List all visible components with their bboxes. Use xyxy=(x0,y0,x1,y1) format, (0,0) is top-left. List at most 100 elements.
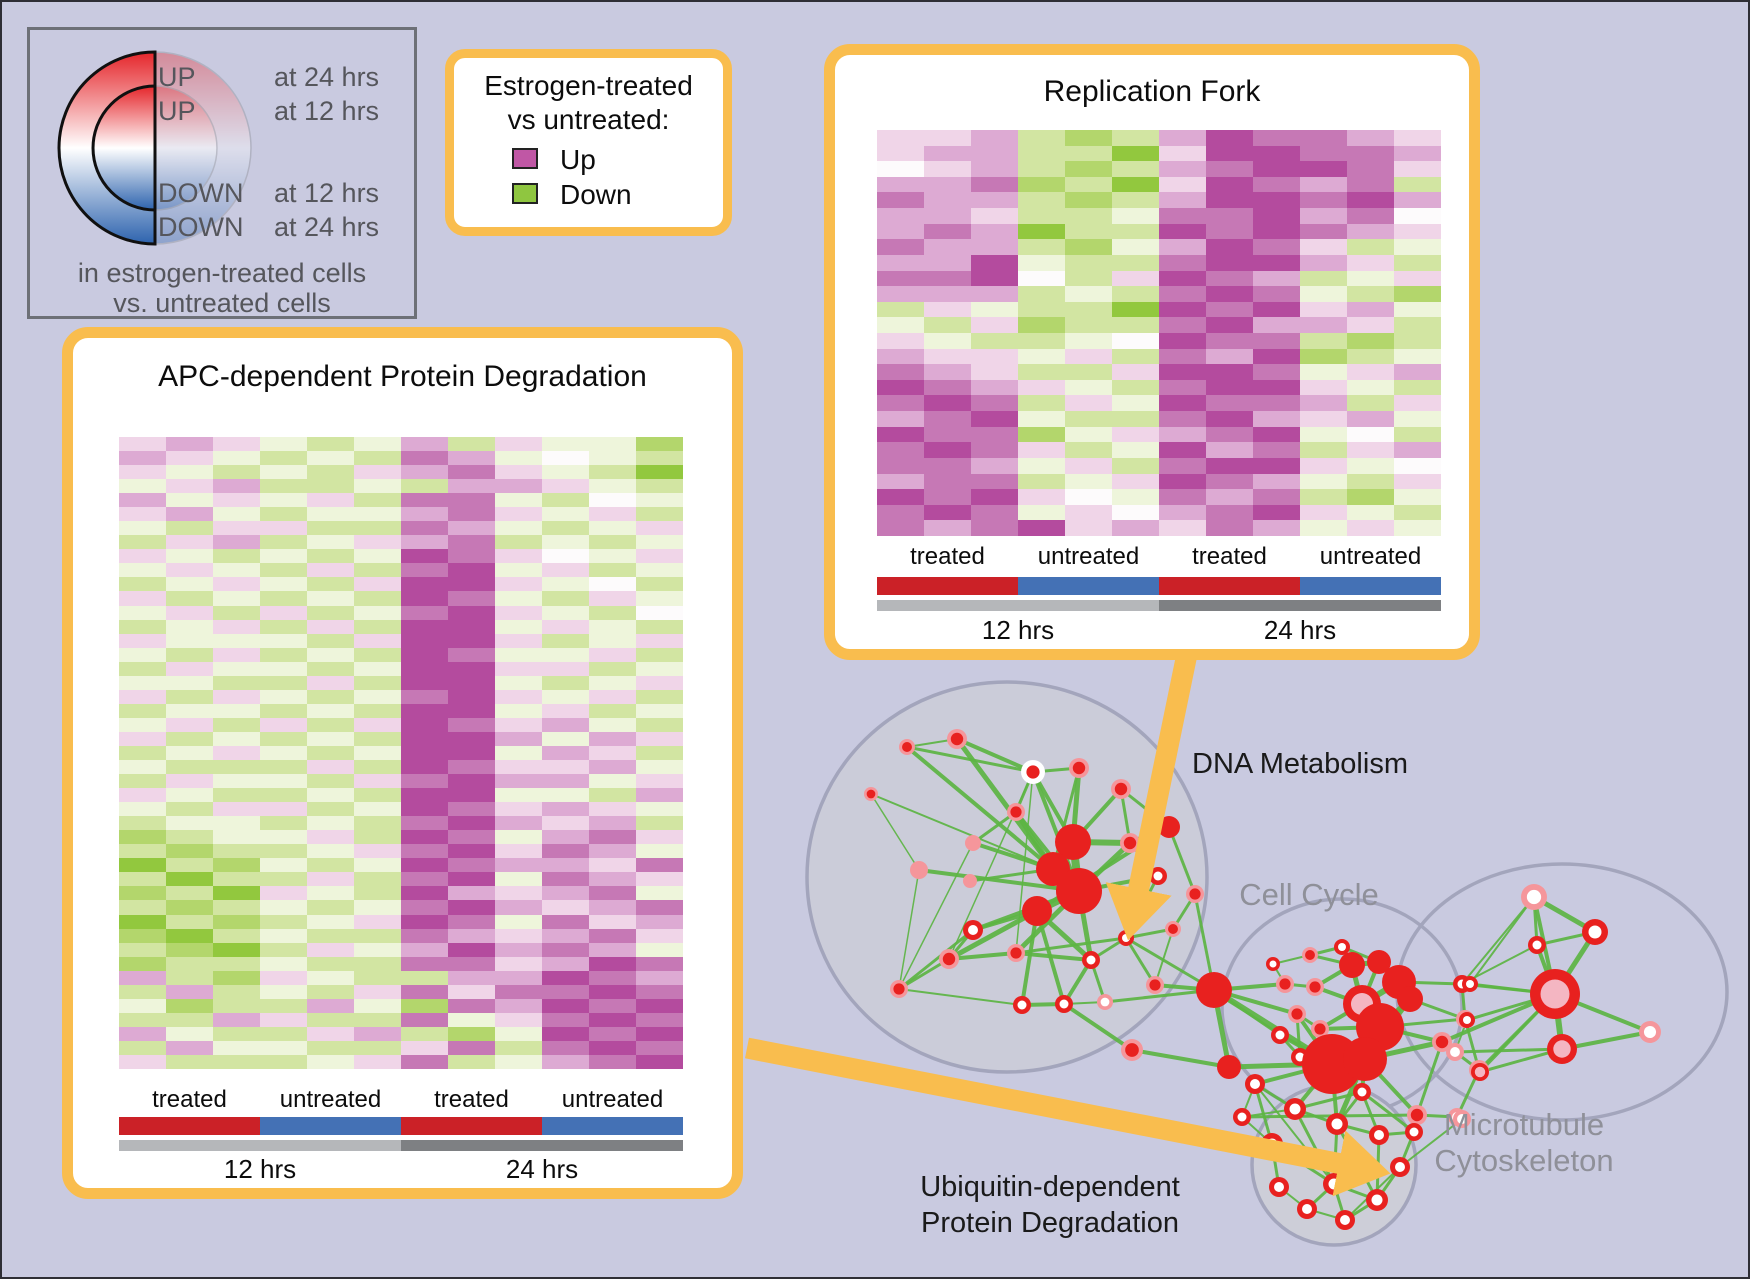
heatmap-cell xyxy=(1253,286,1300,302)
heatmap-cell xyxy=(307,661,354,676)
heatmap-cell xyxy=(589,802,636,817)
heatmap-cell xyxy=(1206,130,1253,146)
heatmap-cell xyxy=(1253,395,1300,412)
heatmap-cell xyxy=(307,858,354,873)
network-node-core xyxy=(893,983,905,995)
heatmap-cell xyxy=(495,984,542,999)
heatmap-cell xyxy=(542,1012,589,1027)
heatmap-cell xyxy=(166,563,213,578)
heatmap-cell xyxy=(119,675,166,690)
heatmap-cell xyxy=(213,563,260,578)
heatmap-cell xyxy=(448,437,495,452)
heatmap-cell xyxy=(1018,145,1065,162)
treatment-bars xyxy=(119,1117,683,1135)
heatmap-cell xyxy=(589,942,636,957)
heatmap-cell xyxy=(924,192,971,209)
heatmap-cell xyxy=(1018,379,1065,396)
heatmap-cell xyxy=(448,633,495,648)
treatment-bar xyxy=(119,1117,260,1135)
heatmap-cell xyxy=(877,301,924,318)
heatmap-cell xyxy=(1300,223,1347,240)
heatmap-cell xyxy=(401,872,448,887)
heatmap-cell xyxy=(924,442,971,458)
heatmap-cell xyxy=(213,872,260,887)
heatmap-cell xyxy=(401,970,448,985)
heatmap-cell xyxy=(166,830,213,845)
heatmap-cell xyxy=(119,1054,166,1069)
heatmap-cell xyxy=(542,886,589,901)
network-edge xyxy=(1461,896,1535,985)
heatmap-cell xyxy=(877,442,924,458)
heatmap-cell xyxy=(448,1026,495,1041)
heatmap-cell xyxy=(495,591,542,606)
heatmap-cell xyxy=(1347,504,1394,521)
heatmap-cell xyxy=(1347,270,1394,287)
heatmap-cell xyxy=(1206,239,1253,255)
heatmap-cell xyxy=(119,816,166,831)
heatmap-cell xyxy=(119,605,166,620)
heatmap-cell xyxy=(213,731,260,746)
heatmap-cell xyxy=(1159,176,1206,193)
heatmap-cell xyxy=(354,591,401,606)
heatmap-cell xyxy=(877,176,924,193)
heatmap-cell xyxy=(260,605,307,620)
heatmap-cell xyxy=(307,717,354,732)
network-edge xyxy=(1051,767,1081,870)
heatmap-cell xyxy=(307,647,354,662)
heatmap-cell xyxy=(448,507,495,522)
heatmap-cell xyxy=(542,577,589,592)
network-node xyxy=(1397,986,1423,1012)
heatmap-cell xyxy=(589,914,636,929)
heatmap-cell xyxy=(260,507,307,522)
heatmap-cell xyxy=(1065,270,1112,287)
heatmap-cell xyxy=(1253,520,1300,536)
heatmap-cell xyxy=(1253,239,1300,255)
heatmap-cell xyxy=(924,504,971,521)
heatmap-cell xyxy=(636,872,683,887)
heatmap-cell xyxy=(1347,254,1394,271)
heatmap-cell xyxy=(354,535,401,550)
column-group-label: untreated xyxy=(1319,543,1422,570)
heatmap-cell xyxy=(495,872,542,887)
heatmap-cell xyxy=(542,549,589,564)
heatmap-cell xyxy=(1300,254,1347,271)
network-node xyxy=(1055,824,1091,860)
heatmap-cell xyxy=(495,956,542,971)
heatmap-cell xyxy=(495,788,542,803)
network-node-core xyxy=(1295,1052,1305,1062)
column-group-label: untreated xyxy=(561,1086,664,1113)
heatmap-cell xyxy=(354,745,401,761)
heatmap-cell xyxy=(307,900,354,915)
time-span-label: 12 hrs xyxy=(223,1154,297,1184)
heatmap-cell xyxy=(1347,301,1394,318)
heatmap-cell xyxy=(166,984,213,999)
heatmap-cell xyxy=(495,549,542,564)
heatmap-cell xyxy=(1300,286,1347,302)
heatmap-cell xyxy=(1112,208,1159,224)
heatmap-cell xyxy=(1300,348,1347,365)
heatmap-cell xyxy=(1112,239,1159,255)
network-edge xyxy=(898,842,974,990)
network-edge xyxy=(1020,910,1039,1006)
heatmap-cell xyxy=(401,549,448,564)
heatmap-cell xyxy=(636,675,683,690)
heatmap-cell xyxy=(1206,317,1253,333)
cluster-label-ubiquitin: Ubiquitin-dependent Protein Degradation xyxy=(920,1169,1180,1241)
network-node-core xyxy=(1374,1130,1384,1140)
heatmap-cell xyxy=(260,984,307,999)
heatmap-cell xyxy=(636,717,683,732)
heatmap-cell xyxy=(307,914,354,929)
heatmap-cell xyxy=(1112,301,1159,318)
heatmap-cell xyxy=(260,717,307,732)
panel-to-cluster-arrow xyxy=(744,1037,1391,1197)
heatmap-cell xyxy=(213,633,260,648)
heatmap-cell xyxy=(589,479,636,494)
heatmap-cell xyxy=(1394,239,1441,255)
time-span-labels: 12 hrs 24 hrs xyxy=(119,1154,683,1186)
heatmap-cell xyxy=(1112,192,1159,209)
heatmap-cell xyxy=(971,208,1018,224)
heatmap-cell xyxy=(1347,457,1394,474)
heatmap-cell xyxy=(307,465,354,480)
heatmap-cell xyxy=(213,577,260,592)
heatmap-cell xyxy=(1394,286,1441,302)
